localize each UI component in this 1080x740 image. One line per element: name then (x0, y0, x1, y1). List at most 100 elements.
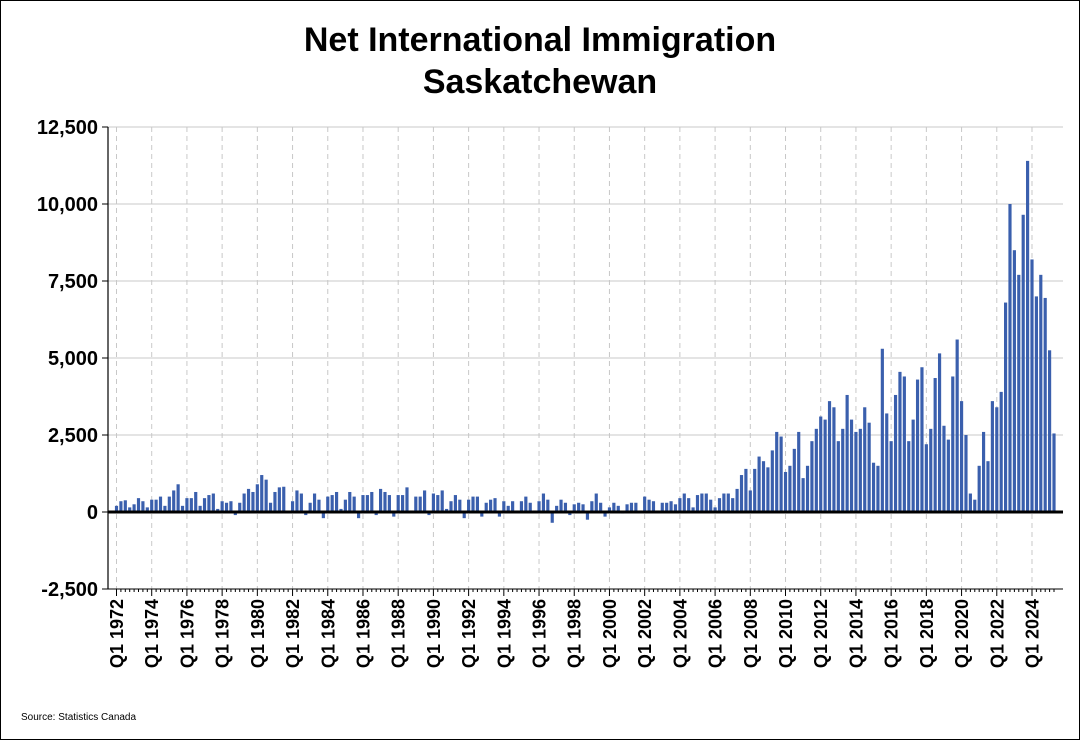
bar (471, 496, 475, 512)
bar (546, 499, 550, 512)
bar (321, 512, 325, 519)
bar (986, 461, 990, 512)
bar (330, 495, 334, 512)
bar (581, 504, 585, 512)
bar (832, 407, 836, 512)
bar (691, 507, 695, 512)
bar (854, 431, 858, 512)
y-tick-label: -2,500 (41, 579, 98, 601)
bar (1021, 214, 1025, 512)
bar (431, 493, 435, 512)
x-tick-label: Q1 2008 (741, 599, 761, 668)
source-note: Source: Statistics Canada (21, 712, 137, 723)
bar (709, 499, 713, 512)
bar (867, 422, 871, 512)
x-tick-label: Q1 1990 (424, 599, 444, 668)
bar (194, 491, 198, 512)
bar (946, 439, 950, 512)
bar (1004, 302, 1008, 512)
bar (449, 501, 453, 512)
bar (823, 419, 827, 512)
bar (519, 501, 524, 512)
bar (942, 425, 946, 512)
bar (885, 413, 889, 512)
bar (304, 512, 308, 516)
x-tick-label: Q1 1974 (142, 599, 162, 668)
bar (981, 431, 986, 512)
bar (669, 501, 673, 512)
bar (651, 501, 656, 512)
bar (207, 495, 211, 512)
bar (766, 467, 770, 512)
bar (295, 490, 299, 512)
bar (731, 498, 735, 512)
bar (933, 378, 937, 512)
bar (361, 495, 365, 512)
y-tick-label: 10,000 (37, 194, 98, 216)
bar (128, 507, 132, 512)
bar (290, 501, 295, 512)
bar (1008, 204, 1012, 512)
bar (735, 488, 739, 512)
bar (445, 508, 449, 512)
bar (356, 512, 361, 519)
bar (590, 501, 594, 512)
bar (458, 499, 462, 512)
bar (436, 495, 440, 512)
bar (202, 498, 207, 512)
bar (401, 495, 405, 512)
bar (585, 512, 590, 520)
bar (418, 496, 422, 512)
bar (577, 502, 581, 512)
bar (387, 495, 391, 512)
bar (1052, 433, 1056, 512)
bar (911, 419, 915, 512)
bar (559, 499, 563, 512)
bar (299, 493, 303, 512)
grid-lines (108, 126, 1063, 590)
bar (475, 496, 479, 512)
bar (634, 502, 638, 512)
bar (348, 491, 352, 512)
y-tick-label: 12,500 (37, 117, 98, 139)
bar (907, 441, 911, 512)
bar (308, 502, 312, 512)
bar (264, 479, 268, 512)
bar (836, 441, 840, 512)
bar (233, 512, 237, 516)
bar (317, 499, 321, 512)
bar (599, 502, 603, 512)
bar (700, 493, 704, 512)
bar (594, 493, 598, 512)
bar (775, 431, 779, 512)
bar (1017, 274, 1021, 512)
bar (726, 493, 730, 512)
bar (797, 431, 801, 512)
bar (163, 505, 167, 512)
bar (603, 512, 607, 517)
bar (1034, 296, 1038, 512)
bar (326, 496, 330, 512)
bar (189, 498, 193, 512)
bar (497, 512, 502, 517)
bar (951, 376, 955, 512)
x-tick-labels: Q1 1972 Q1 1974 Q1 1976 Q1 1978 Q1 1980 Q1 19… (107, 599, 1043, 668)
bar (277, 487, 281, 512)
bar (1030, 259, 1034, 512)
bar (1026, 160, 1030, 512)
bar (990, 401, 994, 512)
bar (462, 512, 466, 519)
bar (893, 394, 898, 512)
bar (612, 502, 616, 512)
bar (405, 487, 409, 512)
x-tick-label: Q1 1978 (213, 599, 233, 668)
bar (524, 496, 528, 512)
bar (770, 450, 774, 512)
bar (339, 508, 343, 512)
bar (572, 504, 576, 512)
bar (158, 496, 163, 512)
bar (876, 465, 880, 512)
bar (180, 505, 185, 512)
bar (440, 490, 444, 512)
